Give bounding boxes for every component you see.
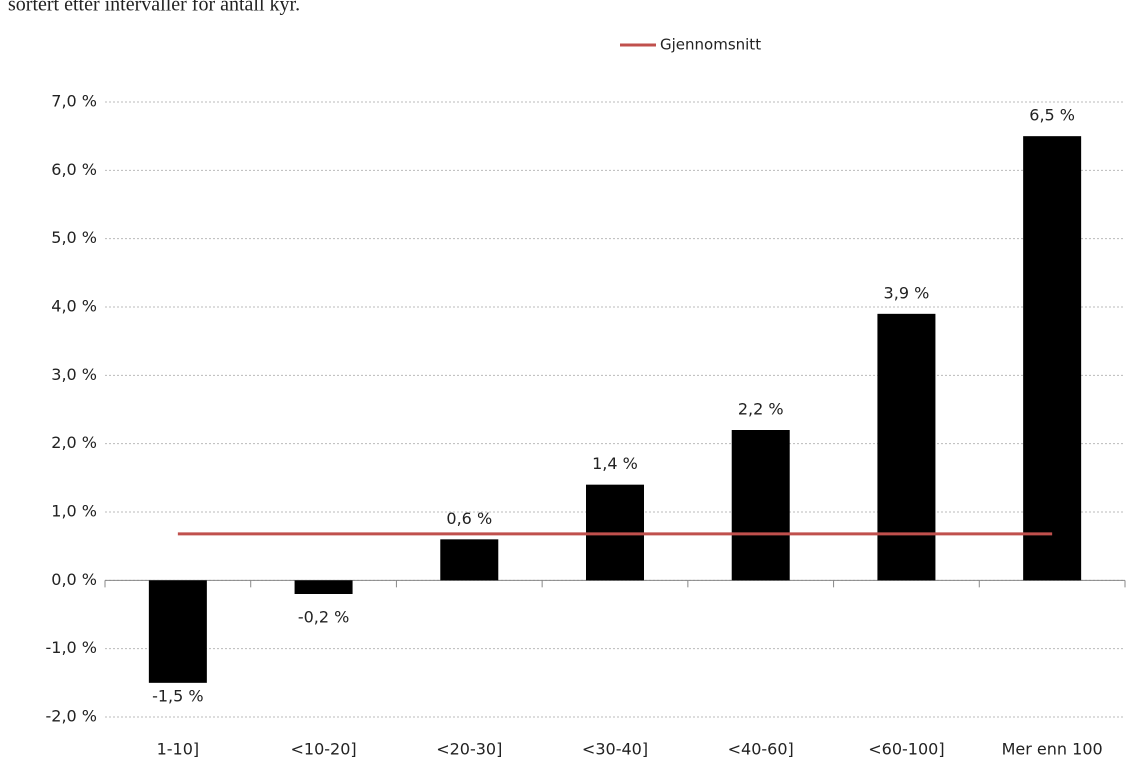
data-label: 1,4 % (592, 454, 638, 473)
bar (148, 580, 207, 683)
x-tick-label: <30-40] (582, 740, 648, 759)
y-tick-label: 4,0 % (51, 297, 97, 316)
bar (731, 430, 790, 581)
data-label: -1,5 % (152, 686, 204, 705)
y-tick-label: 5,0 % (51, 228, 97, 247)
x-tick-label: <10-20] (291, 740, 357, 759)
y-tick-label: 7,0 % (51, 92, 97, 111)
y-tick-label: 2,0 % (51, 433, 97, 452)
y-tick-label: -2,0 % (45, 707, 97, 726)
data-label: -0,2 % (298, 608, 350, 627)
x-tick-label: 1-10] (157, 740, 200, 759)
data-label: 0,6 % (446, 509, 492, 528)
data-label: 6,5 % (1029, 106, 1075, 125)
legend-label: Gjennomsnitt (660, 36, 761, 54)
bar (1023, 136, 1082, 581)
x-tick-label: <40-60] (728, 740, 794, 759)
data-label: 3,9 % (884, 283, 930, 302)
subtitle: sortert etter intervaller for antall kyr… (8, 0, 300, 16)
y-tick-label: 3,0 % (51, 365, 97, 384)
y-tick-label: 6,0 % (51, 160, 97, 179)
data-label: 2,2 % (738, 400, 784, 419)
bar (877, 313, 936, 581)
x-tick-label: <60-100] (868, 740, 944, 759)
y-tick-label: -1,0 % (45, 638, 97, 657)
bar (294, 580, 353, 594)
bar (440, 539, 499, 581)
y-tick-label: 0,0 % (51, 570, 97, 589)
y-tick-label: 1,0 % (51, 502, 97, 521)
x-tick-label: <20-30] (436, 740, 502, 759)
x-tick-label: Mer enn 100 (1002, 740, 1103, 759)
